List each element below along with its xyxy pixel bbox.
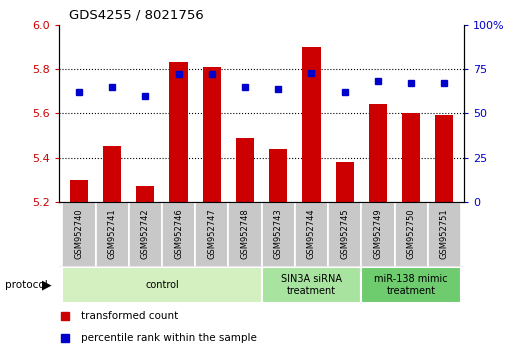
Bar xyxy=(136,186,154,202)
Text: GSM952742: GSM952742 xyxy=(141,208,150,258)
Bar xyxy=(62,202,95,267)
Text: GSM952751: GSM952751 xyxy=(440,208,449,258)
Bar xyxy=(402,113,420,202)
Text: GSM952750: GSM952750 xyxy=(407,208,416,258)
Bar xyxy=(203,67,221,202)
Bar xyxy=(70,180,88,202)
Bar xyxy=(262,267,361,303)
Text: transformed count: transformed count xyxy=(81,311,179,321)
Bar xyxy=(336,162,354,202)
Text: GSM952744: GSM952744 xyxy=(307,208,316,258)
Bar xyxy=(361,267,461,303)
Bar xyxy=(129,202,162,267)
Bar xyxy=(369,104,387,202)
Bar xyxy=(394,202,428,267)
Bar xyxy=(95,202,129,267)
Bar xyxy=(62,267,262,303)
Text: protocol: protocol xyxy=(5,280,48,290)
Text: percentile rank within the sample: percentile rank within the sample xyxy=(81,333,257,343)
Bar xyxy=(328,202,361,267)
Text: GSM952741: GSM952741 xyxy=(108,208,116,258)
Text: GSM952745: GSM952745 xyxy=(340,208,349,258)
Bar xyxy=(269,149,287,202)
Bar xyxy=(435,115,453,202)
Text: ▶: ▶ xyxy=(42,279,51,291)
Text: control: control xyxy=(145,280,179,290)
Bar xyxy=(228,202,262,267)
Bar xyxy=(236,138,254,202)
Text: GSM952746: GSM952746 xyxy=(174,208,183,258)
Bar xyxy=(103,147,121,202)
Text: GSM952748: GSM952748 xyxy=(241,208,249,258)
Text: miR-138 mimic
treatment: miR-138 mimic treatment xyxy=(374,274,448,296)
Bar xyxy=(262,202,295,267)
Bar xyxy=(169,62,188,202)
Text: SIN3A siRNA
treatment: SIN3A siRNA treatment xyxy=(281,274,342,296)
Text: GSM952747: GSM952747 xyxy=(207,208,216,258)
Text: GDS4255 / 8021756: GDS4255 / 8021756 xyxy=(69,9,204,22)
Text: GSM952749: GSM952749 xyxy=(373,208,382,258)
Bar xyxy=(428,202,461,267)
Bar xyxy=(162,202,195,267)
Bar xyxy=(295,202,328,267)
Bar xyxy=(195,202,228,267)
Bar xyxy=(361,202,394,267)
Text: GSM952740: GSM952740 xyxy=(74,208,84,258)
Text: GSM952743: GSM952743 xyxy=(274,208,283,258)
Bar xyxy=(302,47,321,202)
